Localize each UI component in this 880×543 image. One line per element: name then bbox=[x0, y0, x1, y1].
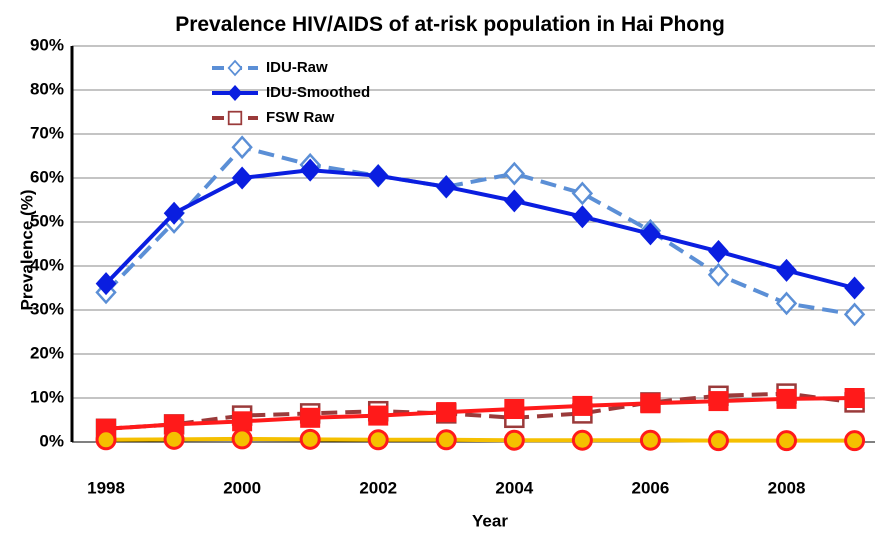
data-point bbox=[571, 429, 593, 451]
data-point bbox=[844, 388, 865, 408]
y-tick-label: 80% bbox=[30, 79, 64, 98]
legend-marker bbox=[227, 59, 243, 77]
data-point bbox=[504, 399, 525, 419]
data-point bbox=[368, 405, 389, 426]
data-point bbox=[367, 429, 389, 451]
series bbox=[96, 388, 865, 439]
legend-marker bbox=[227, 84, 243, 102]
data-point bbox=[571, 181, 594, 206]
x-tick-label: 2002 bbox=[359, 478, 397, 497]
y-tick-label: 0% bbox=[39, 431, 64, 450]
data-point bbox=[300, 407, 321, 428]
data-point bbox=[640, 393, 661, 414]
data-point bbox=[231, 135, 253, 160]
data-point bbox=[572, 205, 593, 229]
y-tick-label: 40% bbox=[30, 255, 64, 274]
y-tick-label: 70% bbox=[30, 123, 64, 142]
legend-label: IDU-Smoothed bbox=[266, 84, 370, 101]
data-point bbox=[640, 222, 661, 246]
data-point bbox=[776, 258, 797, 282]
data-point bbox=[775, 291, 798, 316]
data-point bbox=[436, 402, 457, 423]
data-point bbox=[435, 175, 457, 199]
data-point bbox=[639, 429, 661, 451]
data-point bbox=[503, 189, 525, 213]
data-point bbox=[231, 166, 253, 190]
data-point bbox=[707, 262, 730, 287]
series-line bbox=[104, 144, 855, 317]
y-tick-label: 20% bbox=[30, 343, 64, 362]
data-point bbox=[299, 428, 321, 450]
x-tick-label: 2008 bbox=[768, 478, 806, 497]
data-point bbox=[232, 411, 253, 432]
data-point bbox=[708, 391, 729, 412]
y-tick-label: 30% bbox=[30, 299, 64, 318]
x-tick-label: 1998 bbox=[87, 478, 125, 497]
data-point bbox=[299, 158, 321, 182]
y-tick-label: 60% bbox=[30, 167, 64, 186]
series bbox=[95, 158, 865, 300]
data-point bbox=[572, 395, 593, 416]
data-point bbox=[843, 302, 866, 327]
data-point bbox=[95, 272, 117, 296]
x-axis-label: Year bbox=[472, 511, 508, 530]
data-point bbox=[503, 161, 526, 186]
data-point bbox=[707, 430, 729, 452]
data-point bbox=[503, 429, 525, 451]
x-tick-label: 2004 bbox=[495, 478, 533, 497]
data-point bbox=[231, 428, 253, 450]
x-tick-label: 2006 bbox=[632, 478, 670, 497]
data-point bbox=[163, 428, 185, 450]
y-tick-label: 90% bbox=[30, 35, 64, 54]
y-tick-label: 50% bbox=[30, 211, 64, 230]
legend-label: IDU-Raw bbox=[266, 59, 328, 76]
data-point bbox=[776, 430, 798, 452]
data-point bbox=[844, 430, 866, 452]
series-line bbox=[105, 396, 855, 431]
series-line bbox=[105, 391, 855, 431]
series-line bbox=[106, 436, 855, 443]
series-line bbox=[104, 168, 856, 290]
data-point bbox=[776, 388, 797, 409]
legend-entry: FSW Raw bbox=[212, 109, 335, 126]
y-tick-label: 10% bbox=[30, 387, 64, 406]
series bbox=[95, 428, 866, 452]
data-point bbox=[367, 164, 389, 188]
data-point bbox=[708, 239, 729, 263]
data-point bbox=[844, 276, 865, 300]
y-axis-label: Prevalence (%) bbox=[17, 190, 36, 311]
data-point bbox=[435, 429, 457, 451]
legend-label: FSW Raw bbox=[266, 109, 335, 126]
data-point bbox=[95, 429, 117, 451]
data-point bbox=[163, 201, 185, 225]
x-tick-label: 2000 bbox=[223, 478, 261, 497]
series bbox=[95, 135, 866, 327]
legend-entry: IDU-Smoothed bbox=[212, 84, 370, 102]
legend-marker bbox=[227, 110, 243, 126]
chart-title: Prevalence HIV/AIDS of at-risk populatio… bbox=[175, 13, 725, 36]
legend-entry: IDU-Raw bbox=[212, 59, 328, 77]
